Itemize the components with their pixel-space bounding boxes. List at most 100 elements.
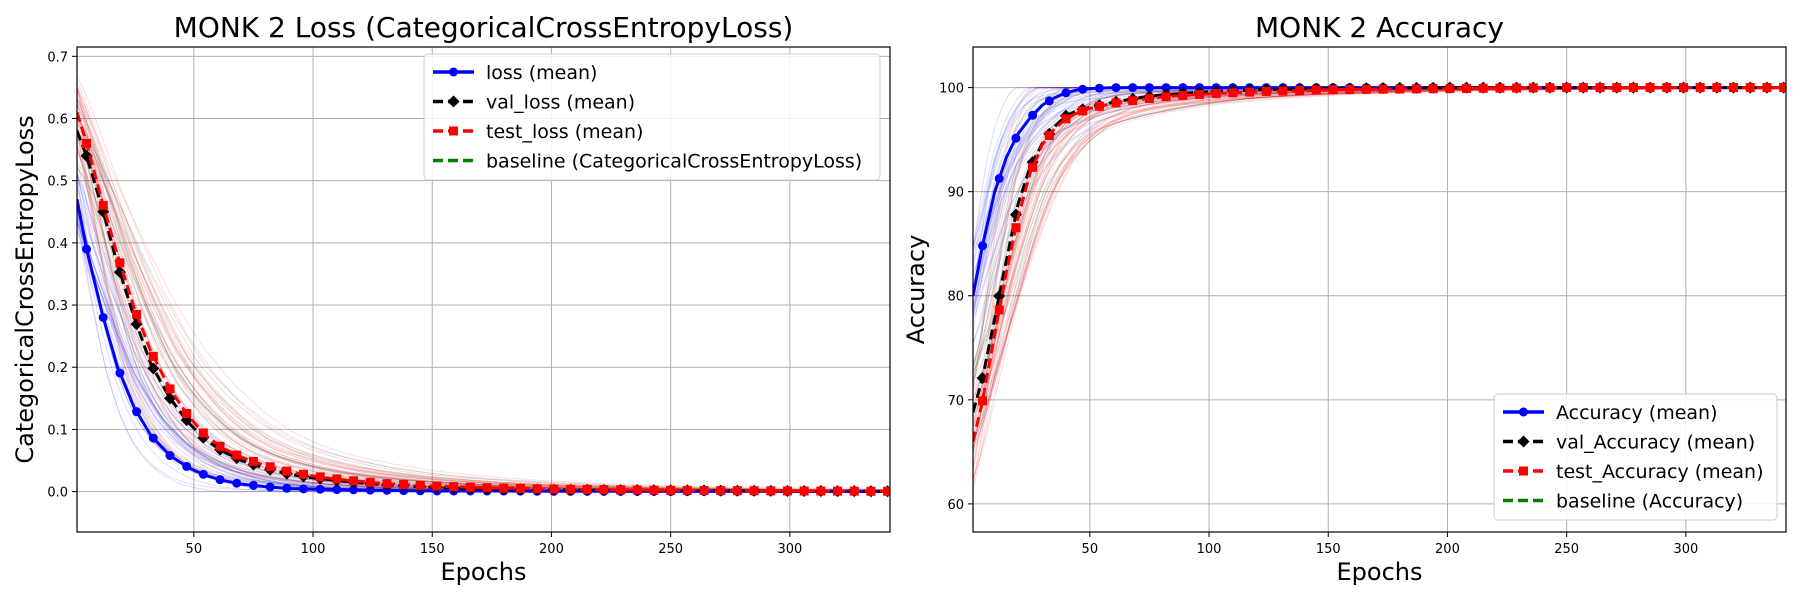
data-point <box>1078 106 1088 116</box>
data-point <box>1495 83 1505 93</box>
data-point <box>1345 84 1355 94</box>
x-tick-label: 200 <box>1435 542 1460 557</box>
data-point <box>1762 83 1772 93</box>
y-tick-label: 0.2 <box>47 361 68 376</box>
legend-label: baseline (CategoricalCrossEntropyLoss) <box>486 151 862 173</box>
run-trace <box>77 171 886 492</box>
data-point <box>198 428 208 438</box>
data-point <box>82 138 92 148</box>
data-point <box>365 477 375 487</box>
data-point <box>499 483 509 493</box>
data-point <box>1779 83 1786 93</box>
run-trace <box>973 87 1782 293</box>
data-point <box>1078 84 1088 94</box>
x-tick-label: 250 <box>1554 542 1579 557</box>
data-point <box>332 474 342 484</box>
legend: Accuracy (mean) val_Accuracy (mean) test_A… <box>1493 393 1778 521</box>
x-tick-label: 100 <box>301 542 326 557</box>
x-tick-label: 300 <box>777 542 802 557</box>
data-point <box>1745 83 1755 93</box>
data-point <box>282 483 292 493</box>
legend-box <box>1493 393 1778 521</box>
data-point <box>248 480 258 490</box>
data-point <box>147 362 160 375</box>
data-point <box>82 244 92 254</box>
data-point <box>1161 83 1171 93</box>
data-point <box>1595 83 1605 93</box>
data-point <box>1562 83 1572 93</box>
legend: loss (mean) val_loss (mean) test_loss (mea… <box>423 53 881 181</box>
run-trace <box>973 87 1782 443</box>
x-tick-label: 100 <box>1197 542 1222 557</box>
data-point <box>766 486 776 496</box>
data-point <box>978 241 988 251</box>
data-point <box>994 174 1004 184</box>
x-tick-label: 150 <box>420 542 445 557</box>
data-point <box>165 451 175 461</box>
data-point <box>399 479 409 489</box>
y-tick-label: 0.7 <box>47 50 68 65</box>
run-trace <box>973 87 1782 306</box>
x-tick-label: 300 <box>1673 542 1698 557</box>
run-trace <box>973 87 1782 437</box>
run-trace <box>973 87 1782 312</box>
data-point <box>1194 89 1204 99</box>
ticks: 50 100 150 200 250 300 0.0 0.1 0.2 0.3 0.4 0.5 0.6 0.… <box>47 50 802 557</box>
plot-frame <box>76 46 891 533</box>
data-point <box>716 486 726 496</box>
run-trace <box>973 87 1782 373</box>
data-point <box>182 461 192 471</box>
run-trace <box>973 87 1782 370</box>
legend-item: baseline (Accuracy) <box>1503 491 1743 513</box>
data-point <box>549 484 559 494</box>
data-point <box>532 484 542 494</box>
x-tick-label: 250 <box>658 542 683 557</box>
run-trace <box>973 87 1782 310</box>
run-trace <box>973 87 1782 441</box>
data-point <box>449 482 459 492</box>
data-point <box>465 482 475 492</box>
data-point <box>1178 91 1188 101</box>
data-point <box>632 485 642 495</box>
data-point <box>1478 83 1488 93</box>
legend-box <box>423 53 881 181</box>
data-point <box>566 484 576 494</box>
data-point <box>232 450 242 460</box>
x-tick-label: 50 <box>186 542 203 557</box>
data-point <box>1261 86 1271 96</box>
run-trace <box>973 87 1782 429</box>
data-point <box>749 486 759 496</box>
data-point <box>1612 83 1622 93</box>
data-point <box>649 485 659 495</box>
data-point <box>799 486 809 496</box>
y-tick-label: 80 <box>947 290 964 305</box>
legend-marker <box>1517 435 1530 448</box>
data-point <box>1662 83 1672 93</box>
legend-marker <box>449 126 458 136</box>
legend-label: Accuracy (mean) <box>1556 402 1718 424</box>
data-point <box>732 486 742 496</box>
legend-marker <box>1519 407 1528 417</box>
legend-item: test_loss (mean) <box>433 121 643 143</box>
data-point <box>115 258 125 268</box>
legend-item: loss (mean) <box>433 62 597 84</box>
data-point <box>482 483 492 493</box>
legend-marker <box>1519 466 1528 476</box>
mean-series <box>973 81 1786 442</box>
data-point <box>298 484 308 494</box>
data-point <box>1278 86 1288 96</box>
run-trace <box>973 87 1782 442</box>
data-point <box>1411 84 1421 94</box>
data-point <box>1144 83 1154 93</box>
legend-item: val_Accuracy (mean) <box>1503 432 1755 454</box>
data-point <box>98 312 108 322</box>
data-point <box>1678 83 1688 93</box>
data-point <box>1044 96 1054 106</box>
data-point <box>215 441 225 451</box>
data-point <box>349 485 359 495</box>
data-point <box>1512 83 1522 93</box>
data-point <box>1328 85 1338 95</box>
run-trace <box>973 87 1782 299</box>
data-point <box>1061 88 1071 98</box>
